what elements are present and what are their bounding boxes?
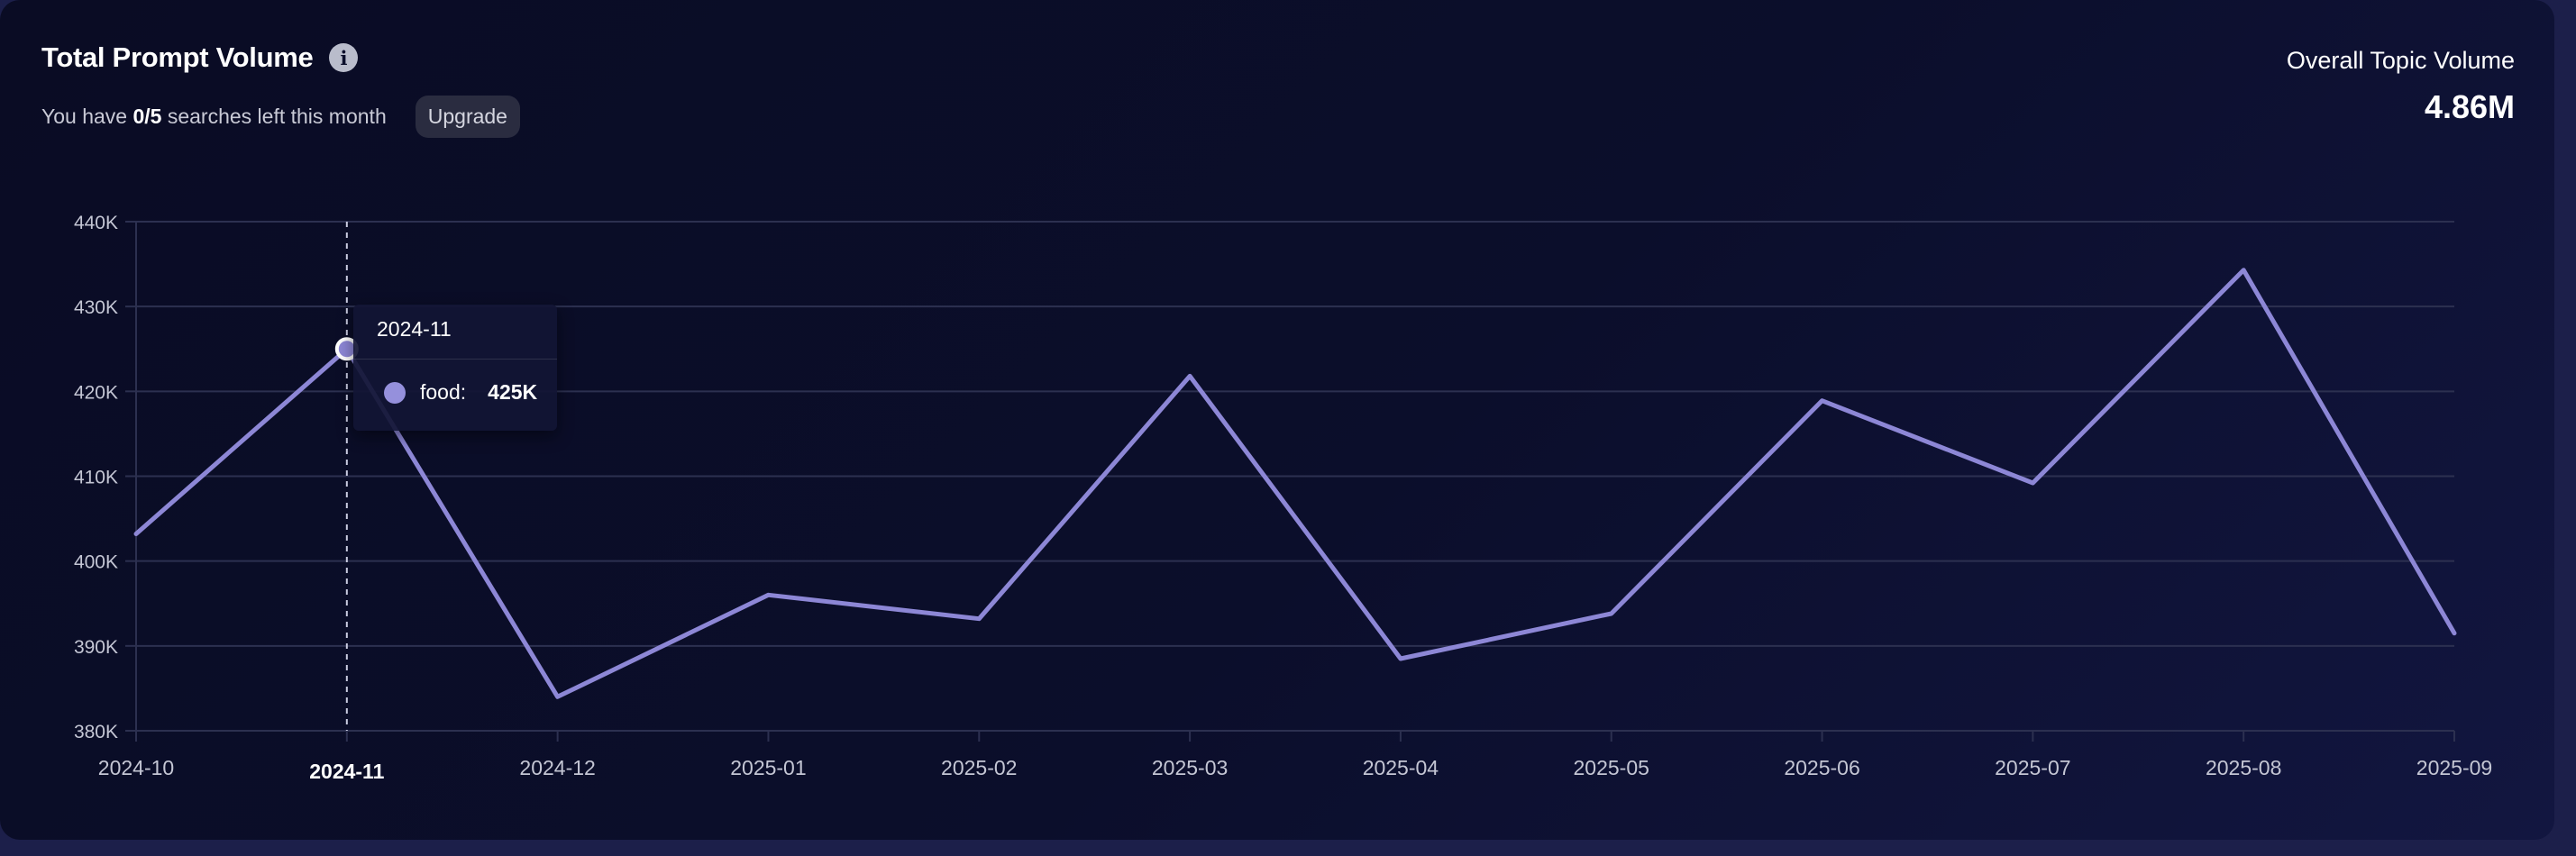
searches-count: 0/5 — [132, 105, 162, 128]
series-line-food — [133, 268, 2457, 699]
searches-suffix: searches left this month — [161, 105, 387, 128]
tooltip-series-row: food: 425K — [384, 380, 537, 405]
title-row: Total Prompt Volume i — [41, 41, 359, 74]
searches-prefix: You have — [41, 105, 133, 128]
tooltip-value: 425K — [488, 380, 538, 404]
y-tick-label: 440K — [74, 213, 118, 233]
upgrade-button[interactable]: Upgrade — [415, 96, 520, 138]
x-tick-label: 2025-03 — [1152, 756, 1228, 779]
y-axis-labels: 380K 390K 400K 410K 420K 430K 440K — [74, 213, 118, 742]
y-tick-label: 430K — [74, 297, 118, 318]
series-layer — [133, 268, 2457, 699]
x-tick-label: 2025-01 — [730, 756, 806, 779]
y-tick-label: 400K — [74, 552, 118, 573]
x-tick-label: 2025-09 — [2416, 756, 2492, 779]
x-tick-label: 2025-04 — [1363, 756, 1439, 779]
y-tick-label: 420K — [74, 382, 118, 403]
x-tick-label: 2024-10 — [98, 756, 174, 779]
info-icon[interactable]: i — [329, 43, 359, 72]
grid-layer — [125, 221, 2455, 742]
x-tick-label: 2024-11 — [309, 760, 384, 783]
tooltip-divider — [353, 359, 557, 360]
overall-volume-value: 4.86M — [2424, 88, 2515, 125]
x-tick-label: 2024-12 — [519, 756, 595, 779]
tooltip-series-label: food: — [420, 380, 467, 404]
chart-tooltip: 2024-11 food: 425K — [353, 305, 557, 431]
card-title: Total Prompt Volume — [41, 41, 314, 73]
y-tick-label: 390K — [74, 637, 118, 658]
x-tick-label: 2025-08 — [2206, 756, 2281, 779]
series-color-dot — [384, 381, 406, 404]
prompt-volume-card: Total Prompt Volume i You have 0/5 searc… — [0, 0, 2554, 840]
tooltip-date: 2024-11 — [377, 317, 452, 341]
x-axis-labels: 2024-10 2024-11 2024-12 2025-01 2025-02 2025-… — [98, 756, 2492, 783]
y-tick-label: 410K — [74, 468, 118, 488]
searches-row: You have 0/5 searches left this month Up… — [41, 96, 520, 138]
x-tick-label: 2025-02 — [941, 756, 1017, 779]
x-tick-label: 2025-07 — [1995, 756, 2070, 779]
x-tick-label: 2025-06 — [1784, 756, 1859, 779]
x-tick-label: 2025-05 — [1574, 756, 1649, 779]
overall-volume-label: Overall Topic Volume — [2286, 47, 2515, 74]
y-tick-label: 380K — [74, 722, 118, 742]
searches-remaining-text: You have 0/5 searches left this month — [41, 105, 387, 129]
